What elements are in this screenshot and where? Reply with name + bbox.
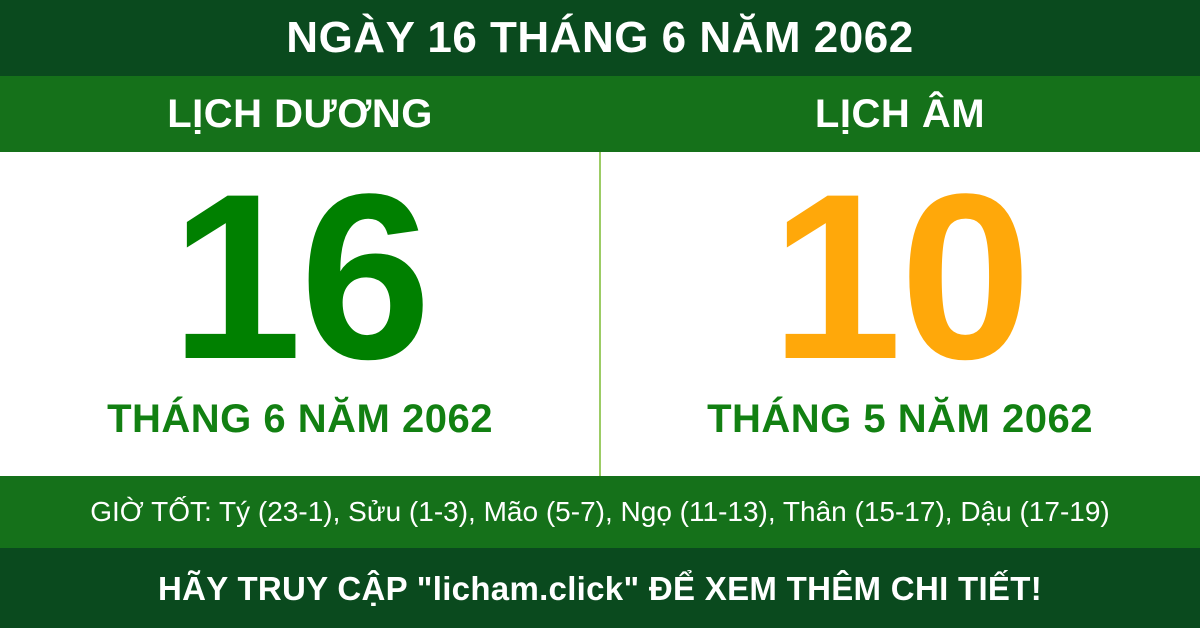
column-headings-band: LỊCH DƯƠNG LỊCH ÂM [0, 76, 1200, 152]
footer-cta-band: HÃY TRUY CẬP "licham.click" ĐỂ XEM THÊM … [0, 548, 1200, 628]
solar-column-heading: LỊCH DƯƠNG [0, 76, 600, 152]
lunar-heading-label: LỊCH ÂM [814, 92, 986, 136]
solar-day-number: 16 [170, 145, 432, 409]
calendar-panel: 16 THÁNG 6 NĂM 2062 10 THÁNG 5 NĂM 2062 [0, 152, 1200, 476]
lunar-day-number: 10 [770, 145, 1032, 409]
page-title: NGÀY 16 THÁNG 6 NĂM 2062 [286, 13, 914, 62]
solar-heading-label: LỊCH DƯƠNG [167, 92, 433, 136]
lunar-date-panel: 10 THÁNG 5 NĂM 2062 [600, 152, 1200, 476]
lunar-column-heading: LỊCH ÂM [600, 76, 1200, 152]
solar-date-panel: 16 THÁNG 6 NĂM 2062 [0, 152, 600, 476]
column-divider [599, 152, 601, 476]
good-hours-band: GIỜ TỐT: Tý (23-1), Sửu (1-3), Mão (5-7)… [0, 476, 1200, 548]
header-bar: NGÀY 16 THÁNG 6 NĂM 2062 [0, 0, 1200, 76]
footer-cta-text: HÃY TRUY CẬP "licham.click" ĐỂ XEM THÊM … [158, 569, 1042, 607]
solar-month-year-label: THÁNG 6 NĂM 2062 [107, 396, 493, 441]
good-hours-text: GIỜ TỐT: Tý (23-1), Sửu (1-3), Mão (5-7)… [90, 496, 1110, 527]
lunar-month-year-label: THÁNG 5 NĂM 2062 [707, 396, 1093, 441]
